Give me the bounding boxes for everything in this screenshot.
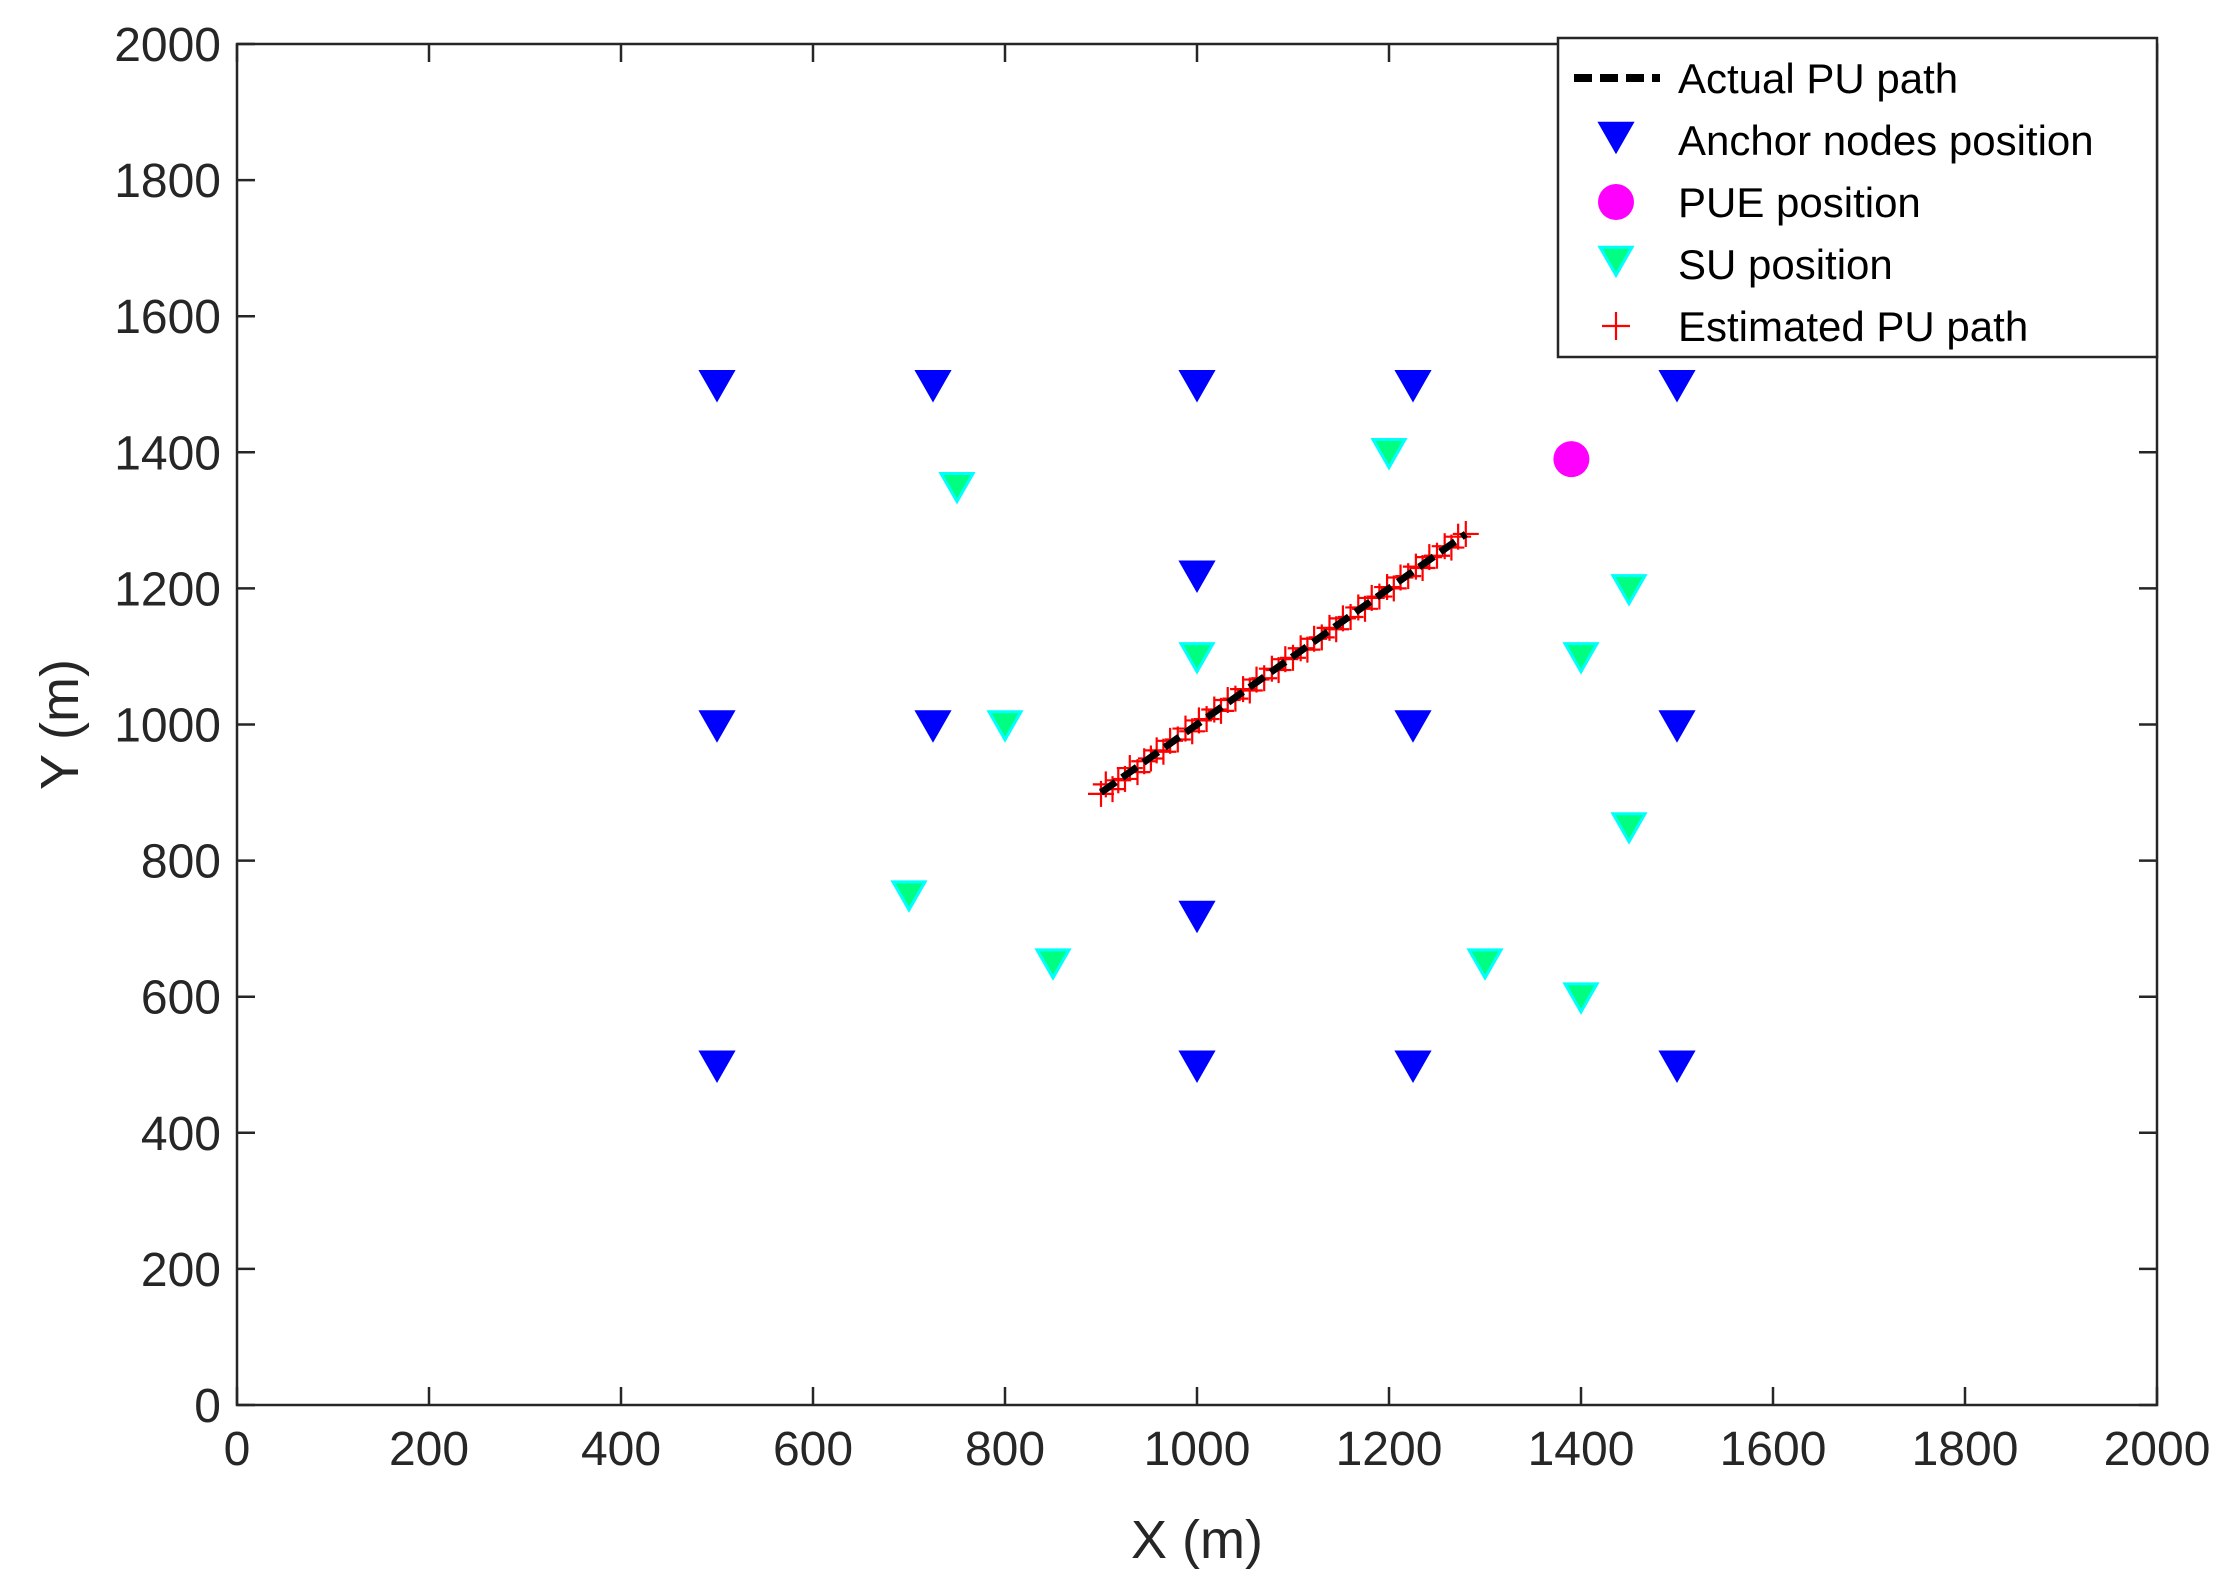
- anchor-nodes-position-point: [698, 1050, 736, 1083]
- anchor-nodes-position-point: [1658, 1050, 1696, 1083]
- anchor-nodes-position-point: [1394, 369, 1432, 403]
- legend-label-actual-pu-path: Actual PU path: [1678, 55, 1958, 102]
- anchor-nodes-position-point: [1658, 369, 1696, 403]
- legend-sample-anchor-nodes-position: [1597, 121, 1635, 155]
- x-tick-label: 1200: [1336, 1423, 1443, 1476]
- su-position-point: [938, 472, 976, 505]
- anchor-nodes-position-point: [1178, 369, 1216, 403]
- su-position-point: [1466, 948, 1504, 981]
- anchor-nodes-position-point: [914, 369, 952, 403]
- y-tick-label: 1200: [114, 563, 221, 616]
- data-marks: [698, 369, 1696, 1083]
- y-tick-label: 1000: [114, 700, 221, 753]
- legend: Actual PU path Anchor nodes position PUE p…: [1556, 36, 2159, 359]
- anchor-nodes-position-point: [698, 710, 736, 743]
- anchor-nodes-position-point: [1178, 1050, 1216, 1083]
- x-tick-label: 200: [389, 1423, 469, 1476]
- anchor-nodes-position-point: [1178, 560, 1216, 594]
- legend-label-pue-position: PUE position: [1678, 179, 1921, 226]
- x-tick-label: 400: [581, 1423, 661, 1476]
- y-tick-label: 2000: [114, 19, 221, 72]
- x-tick-label: 600: [773, 1423, 853, 1476]
- legend-label-su-position: SU position: [1678, 241, 1893, 288]
- x-tick-label: 1000: [1144, 1423, 1251, 1476]
- anchor-nodes-position-point: [1394, 1050, 1432, 1083]
- anchor-nodes-position-point: [1394, 710, 1432, 743]
- su-position-point: [986, 710, 1024, 743]
- anchor-nodes-position-point: [914, 710, 952, 743]
- su-position-point: [1562, 982, 1600, 1015]
- y-tick-label: 800: [141, 836, 221, 889]
- series-anchor-nodes-position: [698, 369, 1696, 1083]
- x-tick-label: 800: [965, 1423, 1045, 1476]
- y-tick-label: 1400: [114, 427, 221, 480]
- x-tick-label: 1400: [1528, 1423, 1635, 1476]
- legend-sample-su-position: [1597, 245, 1635, 279]
- x-tick-label: 0: [224, 1423, 251, 1476]
- y-axis-label: Y (m): [30, 659, 90, 790]
- series-actual-pu-path: [1098, 531, 1468, 796]
- series-su-position: [890, 438, 1648, 1015]
- x-tick-label: 2000: [2104, 1423, 2211, 1476]
- su-position-point: [1034, 948, 1072, 981]
- anchor-nodes-position-point: [1178, 900, 1216, 934]
- legend-label-estimated-pu-path: Estimated PU path: [1678, 303, 2028, 350]
- anchor-nodes-position-point: [698, 369, 736, 403]
- su-position-point: [890, 880, 928, 913]
- su-position-point: [1562, 642, 1600, 675]
- y-tick-label: 0: [194, 1380, 221, 1433]
- axis-ticks: 0 200 400 600 800 1000 1200 1400 1600 1800 2000 0 20…: [114, 19, 2210, 1476]
- legend-label-anchor-nodes-position: Anchor nodes position: [1678, 117, 2094, 164]
- legend-sample-estimated-pu-path: [1602, 312, 1630, 340]
- legend-box: [1556, 36, 2159, 359]
- y-tick-label: 1800: [114, 155, 221, 208]
- legend-sample-pue-position: [1598, 184, 1634, 220]
- anchor-nodes-position-point: [1658, 710, 1696, 743]
- su-position-point: [1178, 642, 1216, 675]
- y-tick-label: 600: [141, 972, 221, 1025]
- x-tick-label: 1800: [1912, 1423, 2019, 1476]
- pue-position-point: [1553, 441, 1590, 478]
- estimated-pu-path-point: [1105, 767, 1132, 794]
- y-tick-label: 200: [141, 1244, 221, 1297]
- su-position-point: [1610, 812, 1648, 845]
- su-position-point: [1370, 438, 1408, 471]
- y-tick-label: 1600: [114, 291, 221, 344]
- x-tick-label: 1600: [1720, 1423, 1827, 1476]
- su-position-point: [1610, 574, 1648, 607]
- path-line: [1098, 531, 1468, 796]
- x-axis-label: X (m): [1131, 1510, 1263, 1570]
- y-tick-label: 400: [141, 1108, 221, 1161]
- series-pue-position: [1553, 441, 1590, 478]
- estimated-pu-path-point: [1452, 520, 1479, 547]
